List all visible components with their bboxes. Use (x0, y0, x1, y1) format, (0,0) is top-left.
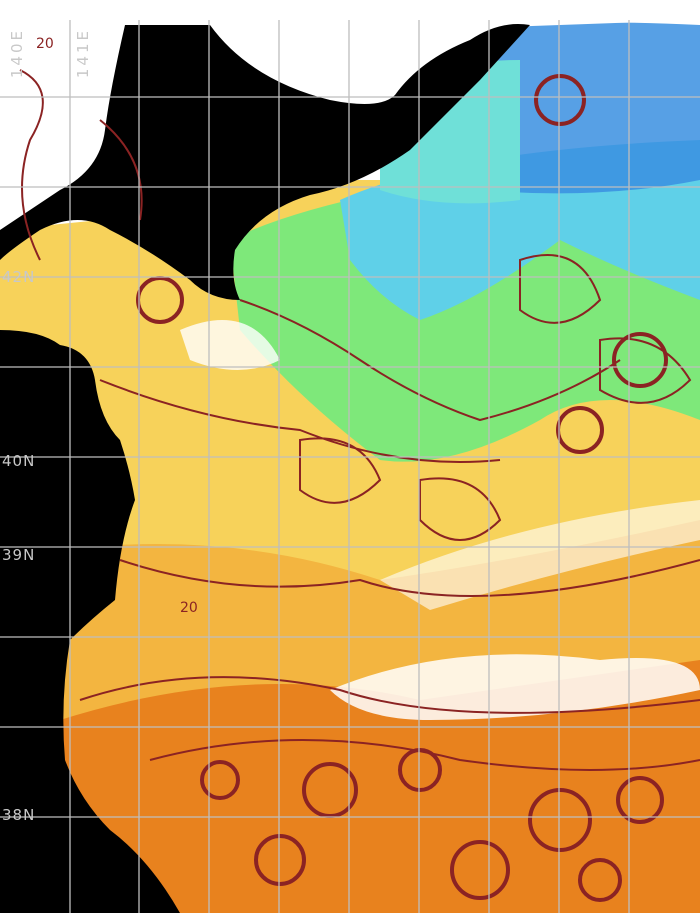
lon-label-141e: 141E (74, 28, 92, 79)
land-honshu (0, 24, 530, 300)
lat-label-42n: 42N (2, 268, 36, 286)
cloud-patch-3 (180, 320, 280, 370)
lon-label-140e: 140E (8, 28, 26, 79)
lat-label-39n: 39N (2, 546, 36, 564)
lat-lon-grid (0, 20, 700, 913)
ocean-hot-south (0, 660, 700, 913)
cloud-patch (330, 654, 700, 720)
contour-dense-south (136, 74, 668, 902)
contour-label: 20 (36, 36, 54, 52)
lat-label-40n: 40N (2, 452, 36, 470)
contour-label: 20 (180, 600, 198, 616)
cloud-patch-2 (380, 500, 700, 610)
lat-label-38n: 38N (2, 806, 36, 824)
land-coast-west (0, 330, 180, 913)
contours (19, 69, 700, 771)
